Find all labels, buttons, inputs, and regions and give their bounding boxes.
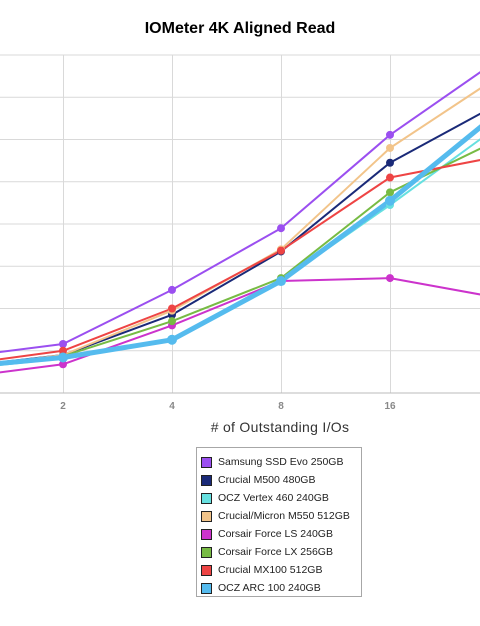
data-point bbox=[59, 346, 67, 355]
data-point bbox=[386, 173, 394, 182]
legend-item: Crucial/Micron M550 512GB bbox=[201, 507, 361, 525]
data-point bbox=[386, 130, 394, 139]
data-point bbox=[386, 188, 394, 197]
legend-item: Samsung SSD Evo 250GB bbox=[201, 453, 361, 471]
data-point bbox=[277, 246, 285, 255]
data-point bbox=[168, 285, 176, 294]
legend-item: Crucial M500 480GB bbox=[201, 471, 361, 489]
data-point bbox=[277, 224, 285, 233]
x-tick-label: 4 bbox=[169, 401, 175, 412]
series-points bbox=[58, 130, 395, 369]
legend: Samsung SSD Evo 250GB Crucial M500 480GB O… bbox=[196, 447, 362, 597]
series-line bbox=[0, 277, 480, 374]
x-tick-label: 2 bbox=[60, 401, 66, 412]
x-axis-label: # of Outstanding I/Os bbox=[210, 419, 350, 435]
legend-swatch bbox=[201, 456, 212, 468]
data-point bbox=[168, 317, 176, 326]
legend-label: Corsair Force LX 256GB bbox=[218, 546, 333, 558]
data-point bbox=[167, 334, 177, 345]
data-point bbox=[168, 304, 176, 313]
data-point bbox=[386, 158, 394, 167]
legend-label: Samsung SSD Evo 250GB bbox=[218, 456, 344, 468]
legend-swatch bbox=[201, 474, 212, 486]
x-axis-ticks: 2 4 8 16 bbox=[60, 401, 396, 412]
series-line bbox=[0, 124, 480, 366]
legend-swatch bbox=[201, 528, 212, 540]
series-line bbox=[0, 71, 480, 354]
data-point bbox=[386, 143, 394, 152]
legend-label: Crucial M500 480GB bbox=[218, 474, 316, 486]
series-lines bbox=[0, 71, 480, 374]
data-point bbox=[58, 352, 68, 363]
chart-title: IOMeter 4K Aligned Read bbox=[144, 20, 336, 37]
legend-item: Corsair Force LX 256GB bbox=[201, 543, 361, 561]
data-point bbox=[59, 339, 67, 348]
series-line bbox=[0, 159, 480, 361]
data-point bbox=[59, 360, 67, 369]
legend-swatch bbox=[201, 564, 212, 576]
legend-label: Corsair Force LS 240GB bbox=[218, 528, 333, 540]
legend-label: Crucial MX100 512GB bbox=[218, 564, 323, 576]
legend-swatch bbox=[201, 510, 212, 522]
legend-item: Corsair Force LS 240GB bbox=[201, 525, 361, 543]
legend-label: OCZ ARC 100 240GB bbox=[218, 582, 321, 594]
legend-item: OCZ ARC 100 240GB bbox=[201, 579, 361, 597]
legend-swatch bbox=[201, 546, 212, 558]
legend-label: OCZ Vertex 460 240GB bbox=[218, 492, 329, 504]
data-point bbox=[386, 274, 394, 283]
legend-label: Crucial/Micron M550 512GB bbox=[218, 510, 350, 522]
legend-item: OCZ Vertex 460 240GB bbox=[201, 489, 361, 507]
legend-swatch bbox=[201, 492, 212, 504]
legend-swatch bbox=[201, 582, 212, 594]
data-point bbox=[276, 276, 286, 287]
grid bbox=[0, 54, 480, 394]
data-point bbox=[385, 195, 395, 206]
legend-item: Crucial MX100 512GB bbox=[201, 561, 361, 579]
x-tick-label: 8 bbox=[278, 401, 284, 412]
x-tick-label: 16 bbox=[384, 401, 396, 412]
